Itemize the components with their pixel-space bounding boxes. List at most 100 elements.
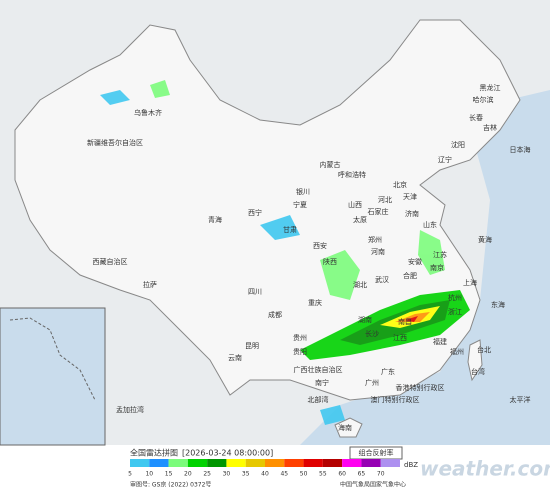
legend-tick-label: 30 [223, 471, 231, 478]
place-label: 呼和浩特 [338, 170, 366, 179]
place-label: 吉林 [483, 123, 497, 132]
legend-tick-label: 55 [319, 471, 327, 478]
place-label: 银川 [296, 187, 310, 196]
place-label: 澳门特别行政区 [371, 395, 420, 404]
place-label: 河北 [378, 196, 392, 204]
legend-tick-label: 10 [145, 471, 153, 478]
place-label: 石家庄 [368, 207, 389, 216]
place-label: 天津 [403, 193, 417, 201]
place-label: 贵阳 [293, 347, 307, 356]
legend-swatch [207, 459, 227, 467]
place-label: 浙江 [448, 307, 462, 316]
timestamp: [2026-03-24 08:00:00] [182, 449, 273, 458]
place-label: 内蒙古 [320, 160, 341, 169]
sea [300, 90, 550, 445]
unit: dBZ [404, 461, 418, 469]
place-label: 山西 [348, 200, 362, 209]
legend-tick-label: 40 [261, 471, 269, 478]
legend: 5 10 15 20 25 30 35 40 45 50 55 60 65 70 [128, 459, 400, 478]
place-label: 江苏 [433, 250, 447, 259]
legend-swatch [265, 459, 285, 467]
place-label: 河南 [371, 247, 385, 256]
place-label: 杭州 [448, 293, 462, 302]
south-china-sea-inset [0, 307, 106, 446]
place-label: 郑州 [368, 236, 382, 244]
legend-tick-label: 20 [184, 471, 192, 478]
legend-swatch [380, 459, 400, 467]
legend-tick-label: 60 [338, 471, 346, 478]
place-label: 黄海 [478, 235, 492, 244]
place-label: 南昌 [398, 317, 412, 326]
place-label: 青海 [208, 215, 222, 224]
place-label: 西安 [313, 241, 327, 250]
legend-tick-label: 65 [358, 471, 366, 478]
legend-swatch [168, 459, 188, 467]
place-label: 北部湾 [308, 395, 329, 404]
legend-swatch [361, 459, 381, 467]
place-label: 昆明 [245, 342, 259, 350]
place-label: 南宁 [315, 378, 329, 387]
legend-tick-label: 5 [128, 471, 132, 478]
inset-boundary [9, 317, 96, 401]
legend-swatch [130, 459, 150, 467]
legend-tick-label: 70 [377, 471, 385, 478]
product: 组合反射率 [359, 448, 394, 457]
place-label: 福建 [433, 337, 447, 346]
place-label: 江西 [393, 334, 407, 342]
legend-tick-label: 15 [165, 471, 173, 478]
place-label: 安徽 [408, 257, 422, 266]
legend-tick-label: 45 [280, 471, 288, 478]
legend-tick-label: 35 [242, 471, 250, 478]
place-label: 重庆 [308, 298, 322, 307]
legend-swatch [342, 459, 362, 467]
legend-swatch [284, 459, 304, 467]
place-label: 福州 [450, 347, 464, 356]
place-label: 台湾 [471, 367, 485, 376]
radar-echoes [100, 80, 470, 425]
place-label: 济南 [405, 209, 419, 218]
place-label: 广州 [365, 378, 379, 387]
place-label: 广东 [381, 367, 395, 376]
place-label: 上海 [463, 278, 477, 287]
place-label: 香港特别行政区 [396, 383, 445, 392]
legend-swatch [245, 459, 265, 467]
place-label: 黑龙江 [480, 83, 501, 92]
place-label: 成都 [268, 310, 282, 319]
place-label: 海南 [338, 423, 352, 432]
watermark: weather.com.cn [420, 457, 550, 481]
place-label: 贵州 [293, 333, 307, 342]
place-label: 北京 [393, 180, 407, 189]
place-label: 湖南 [358, 315, 372, 324]
place-label: 太原 [353, 215, 367, 224]
place-label: 四川 [248, 288, 262, 296]
place-label: 西藏自治区 [93, 257, 128, 266]
legend-swatch [303, 459, 323, 467]
place-label: 南京 [430, 263, 444, 272]
place-label: 西宁 [248, 208, 262, 217]
place-label: 台北 [477, 345, 491, 354]
legend-tick-label: 50 [300, 471, 308, 478]
place-label: 拉萨 [143, 280, 157, 289]
place-label: 沈阳 [451, 140, 465, 149]
legend-tick-label: 25 [203, 471, 211, 478]
place-label: 哈尔滨 [473, 95, 494, 104]
place-label: 云南 [228, 353, 242, 362]
title: 全国雷达拼图 [130, 448, 178, 458]
place-label: 甘肃 [283, 225, 297, 234]
place-label: 广西壮族自治区 [294, 365, 343, 374]
legend-swatch [149, 459, 169, 467]
hainan [334, 417, 363, 438]
place-label: 新疆维吾尔自治区 [87, 138, 143, 147]
place-label: 东海 [491, 300, 505, 309]
legend-swatch [187, 459, 208, 467]
place-label: 陕西 [323, 257, 337, 266]
legend-swatch [322, 459, 343, 467]
place-label: 湖北 [353, 280, 367, 289]
place-label: 长沙 [365, 329, 379, 338]
place-label: 山东 [423, 220, 437, 229]
place-label: 日本海 [510, 145, 531, 154]
place-label: 长春 [469, 113, 483, 122]
